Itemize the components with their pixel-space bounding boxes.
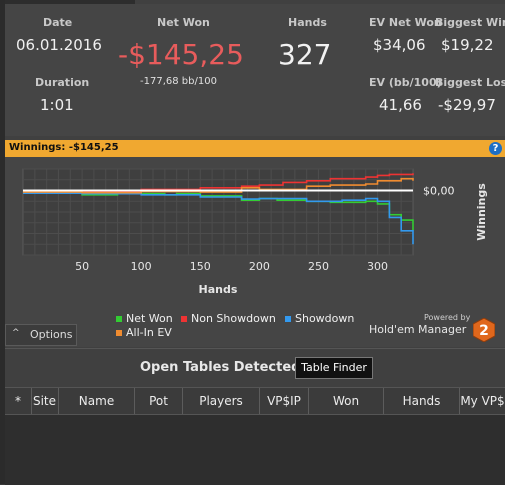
- legend-label-net-won: Net Won: [126, 312, 173, 325]
- legend-label-all-in-ev: All-In EV: [126, 326, 172, 339]
- column-header-pot[interactable]: Pot: [135, 388, 183, 414]
- date-value: 06.01.2016: [16, 36, 102, 54]
- x-tick-label: 50: [75, 260, 89, 273]
- x-tick-label: 100: [131, 260, 152, 273]
- ev-netwon-value: $34,06: [373, 36, 426, 54]
- hands-value: 327: [278, 38, 332, 71]
- column-header-star[interactable]: *: [5, 388, 32, 414]
- hands-label: Hands: [288, 16, 327, 29]
- biggest-win-value: $19,22: [441, 36, 494, 54]
- ev-bb-value: 41,66: [379, 96, 422, 114]
- netwon-bb100: -177,68 bb/100: [140, 76, 217, 87]
- legend-non-showdown: Non Showdown: [181, 312, 276, 325]
- table-header: * Site Name Pot Players VP$IP Won Hands …: [5, 387, 505, 415]
- duration-label: Duration: [35, 76, 90, 89]
- winnings-bar-label: Winnings:: [9, 142, 66, 153]
- hm2-logo-text: 2: [479, 323, 489, 339]
- top-tab: [5, 0, 135, 4]
- x-tick-label: 250: [308, 260, 329, 273]
- x-tick-label: 200: [249, 260, 270, 273]
- date-label: Date: [43, 16, 73, 29]
- legend-swatch-non-showdown: [181, 315, 187, 322]
- winnings-bar-value: -$145,25: [68, 142, 119, 153]
- y-axis-label: Winnings: [475, 183, 488, 241]
- column-header-hands[interactable]: Hands: [384, 388, 460, 414]
- brand-name: Hold'em Manager: [369, 323, 467, 336]
- legend-label-showdown: Showdown: [295, 312, 355, 325]
- series-line-showdown: [23, 192, 414, 245]
- biggest-loss-value: -$29,97: [438, 96, 496, 114]
- legend-swatch-all-in-ev: [116, 329, 122, 336]
- x-axis-label: Hands: [199, 283, 238, 296]
- stats-panel: Date 06.01.2016 Net Won -$145,25 -177,68…: [5, 4, 505, 136]
- help-icon[interactable]: ?: [489, 142, 502, 155]
- column-header-name[interactable]: Name: [59, 388, 135, 414]
- column-header-my-vpip[interactable]: My VP$: [460, 394, 505, 408]
- biggest-loss-label: Biggest Loss: [435, 76, 505, 89]
- winnings-chart: 50 100 150 200 250 300 Hands Winnings $0,00: [22, 168, 488, 296]
- legend-all-in-ev: All-In EV: [116, 326, 172, 339]
- open-tables-panel: Open Tables Detected Table Finder * Site…: [5, 348, 505, 485]
- winnings-bar: Winnings: -$145,25 ?: [5, 140, 505, 157]
- biggest-win-label: Biggest Win: [435, 16, 505, 29]
- chevron-up-icon: ^: [12, 328, 20, 338]
- chart-area: 50 100 150 200 250 300 Hands Winnings $0,00 Net …: [5, 157, 505, 347]
- x-tick-label: 300: [367, 260, 388, 273]
- legend-net-won: Net Won: [116, 312, 173, 325]
- legend-swatch-showdown: [285, 315, 291, 322]
- table-finder-button[interactable]: Table Finder: [295, 357, 373, 379]
- column-header-site[interactable]: Site: [31, 388, 59, 414]
- column-header-players[interactable]: Players: [183, 388, 260, 414]
- ev-netwon-label: EV Net Won: [369, 16, 442, 29]
- zero-value-label: $0,00: [423, 185, 455, 198]
- hm2-logo-icon: 2: [473, 318, 495, 342]
- powered-by: Powered by: [424, 313, 471, 322]
- netwon-label: Net Won: [157, 16, 210, 29]
- legend-label-non-showdown: Non Showdown: [191, 312, 276, 325]
- open-tables-title: Open Tables Detected: [140, 360, 301, 375]
- winnings-bar-text: Winnings: -$145,25: [9, 142, 119, 153]
- ev-bb-label: EV (bb/100): [369, 76, 442, 89]
- options-button[interactable]: ^ Options: [5, 324, 77, 346]
- options-label: Options: [30, 328, 73, 341]
- legend-showdown: Showdown: [285, 312, 354, 325]
- table-body: [5, 415, 505, 485]
- legend-swatch-net-won: [116, 315, 122, 322]
- duration-value: 1:01: [40, 96, 74, 114]
- series-line-all-in-ev: [23, 177, 414, 194]
- column-header-won[interactable]: Won: [309, 388, 384, 414]
- netwon-value: -$145,25: [118, 38, 244, 71]
- column-header-vpip[interactable]: VP$IP: [260, 388, 309, 414]
- window-edge: [0, 0, 5, 484]
- series-line-non-showdown: [23, 173, 414, 193]
- x-tick-label: 150: [190, 260, 211, 273]
